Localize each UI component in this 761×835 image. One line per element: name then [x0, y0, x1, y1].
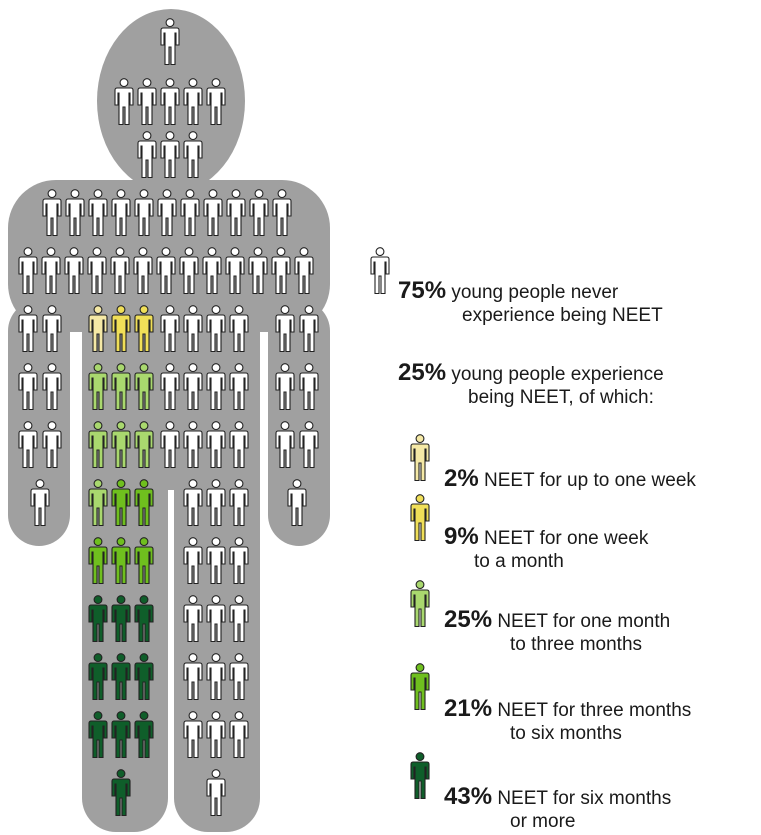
legend-person-icon-six-months-or-more	[410, 752, 430, 800]
silhouette-left-arm	[8, 300, 70, 546]
legend-ever-neet-percent: 25%	[398, 359, 447, 386]
legend-six-months-or-more-label-2: or more	[510, 811, 576, 832]
silhouette-torso	[8, 180, 330, 332]
legend-one-to-three-months-label-2: to three months	[510, 634, 643, 655]
legend-ever-neet-label-1: young people experience	[451, 364, 664, 385]
legend-up-to-one-week-label-1: NEET for up to one week	[483, 470, 696, 491]
legend-person-icon-never-neet	[370, 247, 390, 295]
legend-three-to-six-months-label-1: NEET for three months	[497, 700, 692, 721]
legend-three-to-six-months-label-2: to six months	[510, 723, 622, 744]
legend-ever-neet-label-2: being NEET, of which:	[468, 387, 654, 408]
legend-six-months-or-more-percent: 43%	[444, 783, 493, 810]
legend-never-neet-label-1: young people never	[451, 282, 619, 303]
legend-icon-group	[370, 247, 430, 800]
legend-one-to-three-months-label-1: NEET for one month	[497, 611, 671, 632]
legend-six-months-or-more-label-1: NEET for six months	[497, 788, 672, 809]
legend-up-to-one-week-percent: 2%	[444, 465, 479, 492]
legend-three-to-six-months-percent: 21%	[444, 695, 493, 722]
silhouette-right-arm	[268, 300, 330, 546]
legend-person-icon-up-to-one-week	[410, 434, 430, 482]
legend-never-neet-label-2: experience being NEET	[462, 305, 663, 326]
legend-one-week-to-month-label-2: to a month	[474, 551, 564, 572]
legend-one-week-to-month-label-1: NEET for one week	[483, 528, 649, 549]
legend-person-icon-one-to-three-months	[410, 580, 430, 628]
legend-never-neet-percent: 75%	[398, 277, 447, 304]
legend-one-to-three-months-percent: 25%	[444, 606, 493, 633]
legend-person-icon-three-to-six-months	[410, 663, 430, 711]
legend-one-week-to-month-percent: 9%	[444, 523, 479, 550]
legend-person-icon-one-week-to-month	[410, 494, 430, 542]
